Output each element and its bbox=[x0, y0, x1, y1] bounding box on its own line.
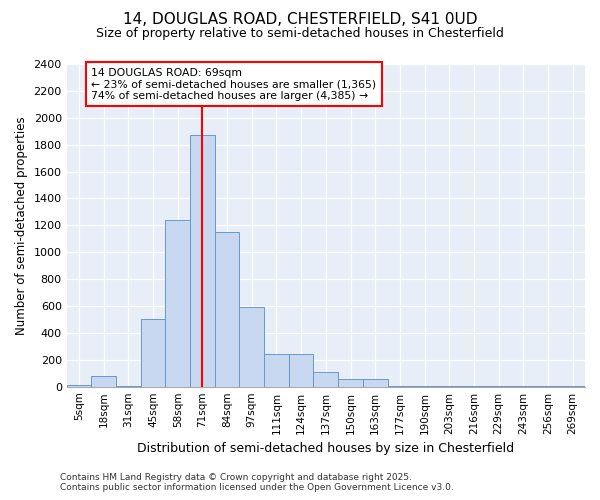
Text: 14, DOUGLAS ROAD, CHESTERFIELD, S41 0UD: 14, DOUGLAS ROAD, CHESTERFIELD, S41 0UD bbox=[123, 12, 477, 28]
Bar bbox=[141, 320, 166, 386]
Y-axis label: Number of semi-detached properties: Number of semi-detached properties bbox=[15, 116, 28, 334]
Bar bbox=[190, 136, 215, 386]
Bar bbox=[91, 376, 116, 386]
Bar bbox=[338, 378, 363, 386]
Bar bbox=[215, 232, 239, 386]
X-axis label: Distribution of semi-detached houses by size in Chesterfield: Distribution of semi-detached houses by … bbox=[137, 442, 514, 455]
Bar bbox=[264, 354, 289, 386]
Bar bbox=[313, 372, 338, 386]
Text: Size of property relative to semi-detached houses in Chesterfield: Size of property relative to semi-detach… bbox=[96, 28, 504, 40]
Text: Contains HM Land Registry data © Crown copyright and database right 2025.
Contai: Contains HM Land Registry data © Crown c… bbox=[60, 473, 454, 492]
Bar bbox=[289, 354, 313, 386]
Bar bbox=[239, 308, 264, 386]
Text: 14 DOUGLAS ROAD: 69sqm
← 23% of semi-detached houses are smaller (1,365)
74% of : 14 DOUGLAS ROAD: 69sqm ← 23% of semi-det… bbox=[91, 68, 376, 101]
Bar bbox=[363, 378, 388, 386]
Bar bbox=[166, 220, 190, 386]
